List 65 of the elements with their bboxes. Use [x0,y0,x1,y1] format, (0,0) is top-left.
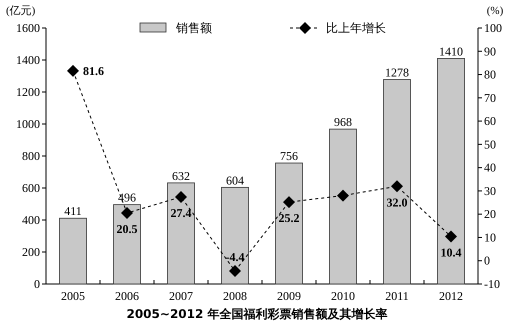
point [229,264,241,277]
x-tick-label: 2008 [223,289,247,303]
y-tick-label: 600 [22,181,40,195]
bar [329,128,357,284]
point [391,180,403,192]
bar [437,58,465,284]
point [283,196,295,208]
x-tick-label: 2010 [331,289,355,303]
y2-tick-label: 80 [484,68,496,82]
legend-label: 比上年增长 [326,21,386,35]
point [337,190,349,202]
text: 2005~2012 年全国福利彩票销售额及其增长率 [126,307,388,321]
data-label: 32.0 [386,195,408,210]
data-label: 25.2 [278,211,300,226]
bar [275,162,303,284]
bar [59,218,87,284]
data-label: 496 [118,190,136,205]
data-label: 604 [226,173,244,188]
y2-tick-label: 30 [484,184,496,198]
y-tick-label: 800 [22,149,40,163]
point [175,190,187,203]
point [445,230,457,243]
bar [167,182,195,284]
bar [221,186,249,284]
x-tick-label: 2005 [61,289,85,303]
data-label: 1278 [385,66,409,80]
data-label: 20.5 [116,222,138,236]
x-tick-label: 2007 [169,289,193,303]
y2-tick-label: 70 [484,90,496,105]
data-label: 10.4 [440,246,462,260]
x-tick-label: 2011 [385,289,409,303]
point [67,64,79,77]
point [121,207,133,220]
data-label: -4.4 [226,250,244,264]
y-tick-label: 200 [22,245,40,259]
y2-tick-label: -10 [484,277,500,291]
legend-label: 销售额 [175,21,212,35]
y-tick-label: 1200 [16,85,40,99]
y2-tick-label: 100 [484,21,502,35]
data-label: 756 [280,149,298,164]
y2-tick-label: 40 [484,160,496,175]
y-tick-label: 1600 [16,21,40,35]
y-tick-label: 400 [22,213,40,227]
y2-tick-label: 50 [484,137,496,152]
bar [113,204,141,284]
y-axis-title: (亿元) [6,5,36,17]
bar [383,79,411,284]
x-tick-label: 2006 [115,289,139,303]
x-tick-label: 2009 [277,289,301,303]
y2-tick-label: 60 [484,114,496,128]
y2-tick-label: 0 [484,254,490,268]
y2-axis-title: (%) [486,5,504,17]
data-label: 968 [334,115,352,130]
y2-tick-label: 90 [484,44,496,58]
data-label: 632 [172,168,190,183]
y2-tick-label: 10 [484,230,496,244]
data-label: 27.4 [170,206,192,220]
y-tick-label: 0 [34,277,40,291]
data-label: 81.6 [83,64,104,78]
data-label: 1410 [439,44,463,58]
data-label: 411 [64,204,82,218]
x-tick-label: 2012 [439,289,463,303]
y-tick-label: 1400 [16,53,40,67]
y-tick-label: 1000 [16,117,40,131]
y2-tick-label: 20 [484,207,496,222]
